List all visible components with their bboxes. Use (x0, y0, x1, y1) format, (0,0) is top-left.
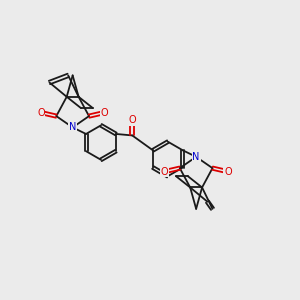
Text: O: O (128, 115, 136, 125)
Text: O: O (37, 108, 45, 118)
Text: O: O (160, 167, 168, 177)
Text: N: N (69, 122, 76, 132)
Text: O: O (224, 167, 232, 177)
Text: O: O (100, 108, 108, 118)
Text: N: N (193, 152, 200, 162)
